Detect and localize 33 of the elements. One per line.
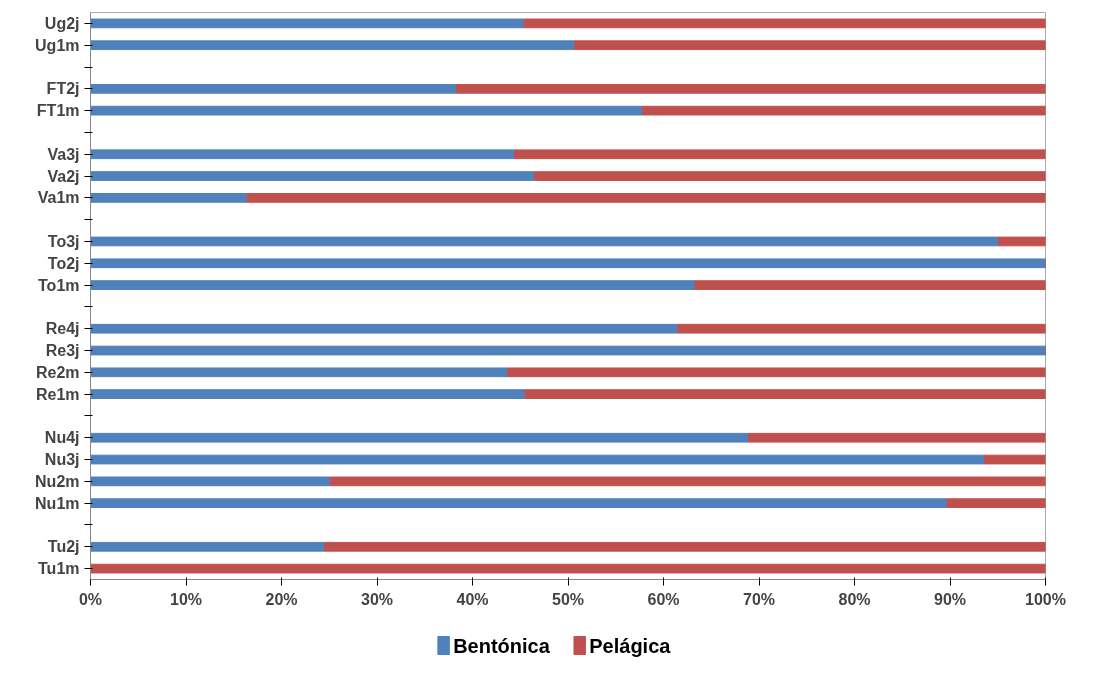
x-tick-label: 20% <box>265 590 298 608</box>
x-tick-label: 40% <box>456 590 489 608</box>
x-tick-label: 80% <box>838 590 871 608</box>
x-tick-label: 0% <box>78 590 103 608</box>
y-tick-label: Nu4j <box>44 429 80 447</box>
y-tick-label: FT1m <box>36 102 80 120</box>
x-tick-label: 50% <box>551 590 585 608</box>
x-tick-label: 70% <box>742 590 776 608</box>
y-tick-label: To3j <box>47 232 80 250</box>
y-tick-label: Nu1m <box>35 494 80 512</box>
y-tick-label: To1m <box>38 276 80 294</box>
x-tick-label: 90% <box>933 590 967 608</box>
y-tick-label: To2j <box>47 254 80 272</box>
x-tick-label: 10% <box>169 590 203 608</box>
x-tick-label: 60% <box>647 590 680 608</box>
y-tick-label: Re3j <box>45 342 80 360</box>
y-tick-label: Va2j <box>47 167 80 185</box>
y-tick-label: Va3j <box>47 145 80 163</box>
y-tick-label: Re4j <box>45 320 80 338</box>
y-tick-label: Ug2j <box>44 14 80 32</box>
legend-label: Pelágica <box>589 634 672 657</box>
y-tick-label: Re2m <box>35 363 80 381</box>
y-tick-label: FT2j <box>46 80 80 98</box>
y-tick-label: Tu2j <box>47 538 80 556</box>
y-tick-label: Va1m <box>37 189 80 207</box>
x-tick-label: 30% <box>360 590 394 608</box>
x-tick-label: 100% <box>1025 590 1066 608</box>
y-tick-label: Re1m <box>35 385 80 403</box>
legend-label: Bentónica <box>453 634 551 657</box>
y-tick-label: Nu3j <box>44 451 80 469</box>
y-tick-label: Nu2m <box>35 472 80 490</box>
y-tick-label: Ug1m <box>35 36 80 54</box>
y-tick-label: Tu1m <box>38 560 80 578</box>
